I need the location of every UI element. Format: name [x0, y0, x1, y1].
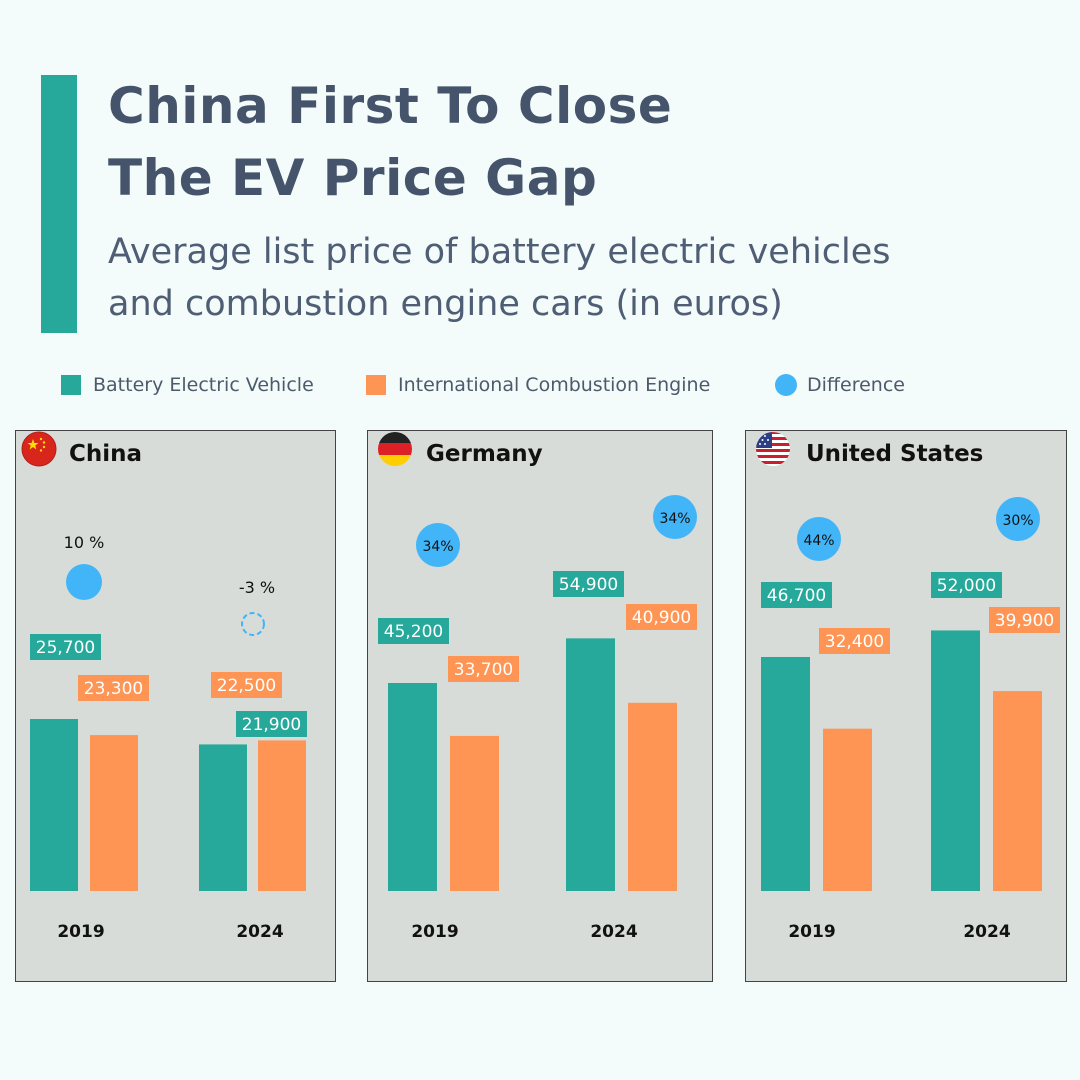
page-subtitle: Average list price of battery electric v…	[108, 226, 890, 330]
difference-circle-2019	[797, 517, 841, 561]
difference-label-2024: 34%	[659, 511, 690, 527]
legend-dot-diff	[775, 374, 797, 396]
difference-label-2024: -3 %	[239, 578, 275, 597]
value-label-box	[989, 607, 1060, 633]
difference-circle-2019	[416, 523, 460, 567]
legend-label-diff: Difference	[807, 374, 905, 396]
bar-chart-germany: 45,200 33,700 2019 34% 54,900 40,900 2024 34%	[378, 495, 697, 942]
value-label-text: 21,900	[242, 715, 301, 735]
value-label-box	[819, 628, 890, 654]
value-label-text: 33,700	[454, 660, 513, 680]
data-label-ice-2019: 23,300	[78, 675, 149, 701]
value-label-box	[236, 711, 307, 737]
x-tick-label-2019: 2019	[57, 922, 104, 942]
value-label-text: 23,300	[84, 679, 143, 699]
subtitle-line-2: and combustion engine cars (in euros)	[108, 284, 783, 324]
value-label-box	[931, 572, 1002, 598]
data-label-ice-2024: 22,500	[211, 672, 282, 698]
page-title: China First To Close The EV Price Gap	[108, 70, 672, 214]
subtitle-line-1: Average list price of battery electric v…	[108, 232, 891, 272]
value-label-box	[626, 604, 697, 630]
difference-label-2019: 44%	[803, 533, 834, 549]
data-label-bev-2019: 46,700	[761, 582, 832, 608]
data-label-ice-2024: 40,900	[626, 604, 697, 630]
data-label-bev-2024: 52,000	[931, 572, 1002, 598]
chart-legend: Battery Electric Vehicle International C…	[0, 374, 1080, 404]
bar-chart-usa: 46,700 32,400 2019 44% 52,000 39,900 2024 30%	[761, 497, 1060, 942]
x-tick-label-2024: 2024	[236, 922, 283, 942]
legend-item-ice: International Combustion Engine	[366, 374, 710, 396]
legend-swatch-ice	[366, 375, 386, 395]
title-line-2: The EV Price Gap	[108, 149, 598, 207]
data-label-bev-2019: 25,700	[30, 634, 101, 660]
bar-ice-2019	[823, 728, 872, 891]
data-label-bev-2024: 54,900	[553, 571, 624, 597]
data-label-ice-2019: 32,400	[819, 628, 890, 654]
data-label-bev-2024: 21,900	[236, 711, 307, 737]
value-label-box	[761, 582, 832, 608]
chart-panel-usa: United States 46,700 32,400 2019 44% 52,000 3…	[745, 430, 1067, 982]
bar-bev-2024	[931, 630, 980, 891]
value-label-text: 32,400	[825, 632, 884, 652]
difference-label-2019: 10 %	[64, 533, 105, 552]
bar-ice-2019	[450, 735, 499, 891]
value-label-box	[448, 656, 519, 682]
bar-bev-2024	[566, 638, 615, 891]
value-label-box	[378, 618, 449, 644]
difference-circle-2024	[653, 495, 697, 539]
legend-item-bev: Battery Electric Vehicle	[61, 374, 314, 396]
bar-ice-2019	[90, 735, 138, 891]
country-title: Germany	[426, 441, 543, 467]
difference-label-2019: 34%	[422, 539, 453, 555]
difference-circle-2024	[241, 612, 265, 636]
value-label-text: 39,900	[995, 611, 1054, 631]
country-title: China	[69, 441, 143, 467]
difference-circle-2019	[66, 564, 102, 600]
value-label-box	[553, 571, 624, 597]
value-label-box	[78, 675, 149, 701]
bar-bev-2019	[30, 719, 78, 891]
value-label-text: 45,200	[384, 622, 443, 642]
value-label-text: 52,000	[937, 576, 996, 596]
bar-ice-2024	[628, 702, 677, 891]
value-label-box	[30, 634, 101, 660]
china-flag-icon	[21, 431, 57, 467]
difference-circle-2024	[996, 497, 1040, 541]
difference-label-2024: 30%	[1002, 513, 1033, 529]
x-tick-label-2024: 2024	[590, 922, 637, 942]
bar-chart-china: 25,700 23,300 2019 10 % 21,900 22,500 2024 -3 %	[30, 533, 307, 942]
title-accent-bar	[41, 75, 77, 333]
x-tick-label-2019: 2019	[788, 922, 835, 942]
value-label-box	[211, 672, 282, 698]
x-tick-label-2019: 2019	[411, 922, 458, 942]
x-tick-label-2024: 2024	[963, 922, 1010, 942]
usa-flag-icon	[756, 432, 790, 466]
germany-flag-icon	[378, 432, 412, 466]
title-line-1: China First To Close	[108, 77, 673, 135]
legend-label-ice: International Combustion Engine	[398, 374, 711, 396]
value-label-text: 22,500	[217, 676, 276, 696]
legend-swatch-bev	[61, 375, 81, 395]
bar-ice-2024	[258, 740, 306, 891]
country-title: United States	[806, 441, 984, 467]
bar-bev-2024	[199, 744, 247, 891]
bar-bev-2019	[761, 657, 810, 891]
data-label-ice-2024: 39,900	[989, 607, 1060, 633]
data-label-ice-2019: 33,700	[448, 656, 519, 682]
data-label-bev-2019: 45,200	[378, 618, 449, 644]
bar-ice-2024	[993, 691, 1042, 891]
chart-panel-china: China 25,700 23,300 2019 10 % 21,900 22,500 20…	[15, 430, 336, 982]
legend-label-bev: Battery Electric Vehicle	[93, 374, 314, 396]
chart-panel-germany: Germany 45,200 33,700 2019 34% 54,900 40,900 2…	[367, 430, 713, 982]
value-label-text: 40,900	[632, 608, 691, 628]
value-label-text: 25,700	[36, 638, 95, 658]
legend-item-diff: Difference	[775, 374, 905, 396]
value-label-text: 46,700	[767, 586, 826, 606]
value-label-text: 54,900	[559, 575, 618, 595]
bar-bev-2019	[388, 683, 437, 891]
